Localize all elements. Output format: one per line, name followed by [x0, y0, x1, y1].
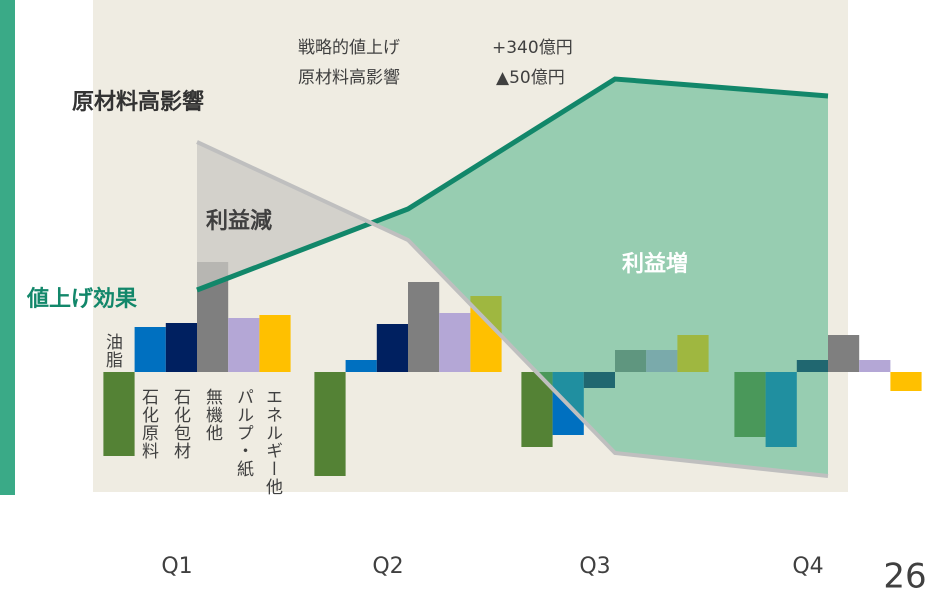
bar	[345, 360, 377, 372]
bar	[408, 282, 440, 372]
area-label: 利益増	[622, 251, 688, 277]
bar	[165, 323, 197, 372]
bar	[259, 315, 291, 372]
annotation: ▲50億円	[496, 68, 565, 88]
bar	[103, 372, 135, 456]
series-label: 油脂	[102, 333, 123, 369]
bar	[859, 360, 891, 372]
series-label: エネルギー他	[262, 388, 283, 496]
x-tick-label: Q1	[161, 554, 192, 579]
series-label: 石化包材	[170, 388, 191, 460]
annotation: 原材料高影響	[298, 68, 400, 88]
area-label: 利益減	[206, 208, 272, 234]
line-label: 値上げ効果	[26, 286, 137, 312]
series-label: 石化原料	[138, 388, 159, 460]
series-label: 無機他	[202, 388, 223, 442]
x-tick-label: Q3	[579, 554, 610, 579]
x-tick-label: Q2	[372, 554, 403, 579]
bar	[314, 372, 346, 476]
page-number: 26	[883, 557, 926, 596]
loss-area	[197, 142, 372, 290]
side-bar	[0, 0, 15, 495]
bar	[228, 318, 260, 372]
bar	[828, 335, 860, 372]
annotation: +340億円	[492, 38, 573, 58]
annotation: 戦略的値上げ	[298, 38, 400, 58]
line	[196, 76, 829, 293]
line-label: 原材料高影響	[72, 89, 204, 115]
x-tick-label: Q4	[792, 554, 823, 579]
bar	[376, 324, 408, 372]
gain-area	[371, 79, 828, 476]
bar	[134, 327, 166, 372]
bar	[890, 372, 922, 391]
line	[196, 140, 829, 478]
series-label: パルプ・紙	[233, 388, 254, 478]
bar	[439, 313, 471, 372]
